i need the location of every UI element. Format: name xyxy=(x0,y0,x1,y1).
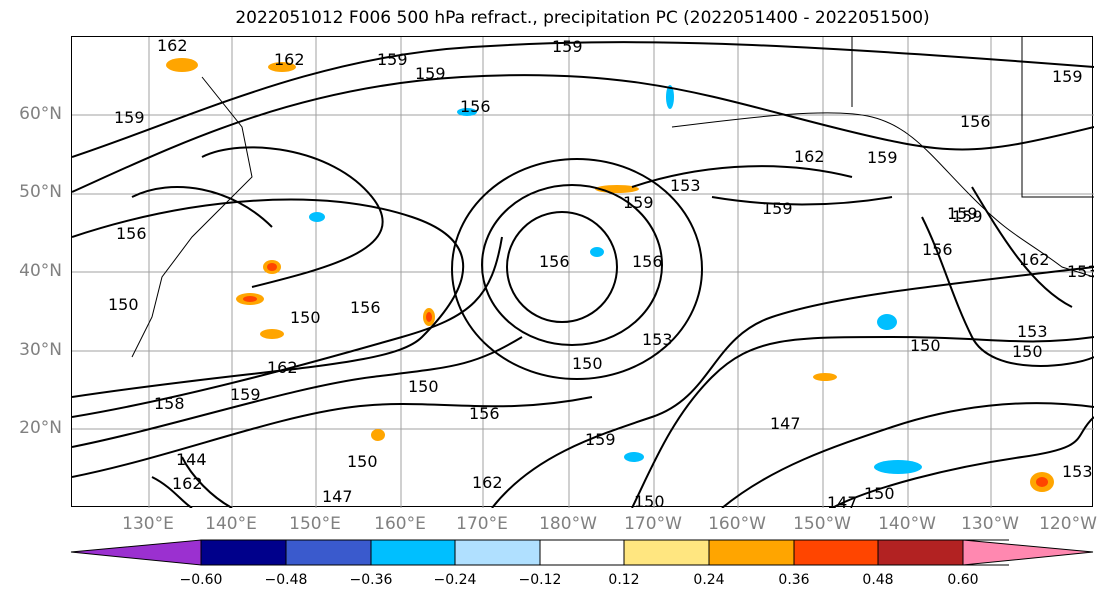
contour-label: 150 xyxy=(290,308,321,327)
coastlines xyxy=(131,37,1095,358)
contour-label: 159 xyxy=(623,193,654,212)
colorbar-tick-label: −0.60 xyxy=(179,572,223,588)
colorbar-bin xyxy=(962,539,1094,566)
contour-label: 150 xyxy=(572,354,603,373)
precip-shading xyxy=(166,58,1054,492)
contour-label: 150 xyxy=(910,336,941,355)
lon-label: 170°E xyxy=(456,514,508,534)
lon-label: 140°E xyxy=(205,514,257,534)
lat-label: 20°N xyxy=(19,418,62,438)
lon-label: 150°E xyxy=(289,514,341,534)
contour-label: 159 xyxy=(552,37,583,56)
contour-label: 150 xyxy=(864,484,895,503)
colorbar xyxy=(70,539,1094,566)
contour-label: 159 xyxy=(1052,67,1083,86)
contour-label: 156 xyxy=(350,298,381,317)
contour-label: 156 xyxy=(632,252,663,271)
contour-label: 158 xyxy=(154,394,185,413)
lon-label: 140°W xyxy=(878,514,936,534)
lon-label: 180°W xyxy=(539,514,597,534)
contour-label: 150 xyxy=(1012,342,1043,361)
contour-label: 147 xyxy=(827,493,858,508)
lon-label: 170°W xyxy=(624,514,682,534)
graticule xyxy=(72,37,1094,508)
colorbar-bin xyxy=(623,539,710,566)
contour-label: 156 xyxy=(960,112,991,131)
colorbar-tick-label: 0.48 xyxy=(862,572,894,588)
lon-label: 150°W xyxy=(793,514,851,534)
lon-label: 160°E xyxy=(374,514,426,534)
chart-title: 2022051012 F006 500 hPa refract., precip… xyxy=(235,8,930,28)
contour-label: 159 xyxy=(947,204,978,223)
contour-label: 156 xyxy=(116,224,147,243)
contour-label: 162 xyxy=(172,474,203,493)
contour-label: 156 xyxy=(469,404,500,423)
lat-label: 30°N xyxy=(19,340,62,360)
contour-label: 147 xyxy=(770,414,801,433)
contour-label: 153 xyxy=(1067,262,1094,281)
contour-label: 162 xyxy=(1019,250,1050,269)
colorbar-tick-label: 0.24 xyxy=(693,572,725,588)
colorbar-tick-label: 0.60 xyxy=(947,572,979,588)
contour-label: 150 xyxy=(408,377,439,396)
colorbar-bin xyxy=(370,539,456,566)
contour-label: 150 xyxy=(347,452,378,471)
contour-lines xyxy=(71,41,1095,509)
contour-label: 159 xyxy=(377,50,408,69)
contour-label: 159 xyxy=(415,64,446,83)
map-canvas: 162 162 159 159 156 159 159 162 159 153 … xyxy=(71,36,1098,512)
colorbar-tick-label: −0.48 xyxy=(264,572,308,588)
colorbar-bin xyxy=(200,539,287,566)
lon-label: 130°W xyxy=(961,514,1019,534)
lon-label: 160°W xyxy=(708,514,766,534)
colorbar-bin xyxy=(454,539,541,566)
contour-label: 159 xyxy=(585,430,616,449)
contour-label: 150 xyxy=(108,295,139,314)
colorbar-bin xyxy=(793,539,879,566)
contour-label: 159 xyxy=(952,207,983,226)
lat-label: 40°N xyxy=(19,261,62,281)
lat-label: 50°N xyxy=(19,182,62,202)
colorbar-tick-label: 0.36 xyxy=(778,572,810,588)
lon-label: 120°W xyxy=(1039,514,1097,534)
colorbar-bin xyxy=(70,539,202,566)
colorbar-bin xyxy=(285,539,372,566)
contour-label: 156 xyxy=(922,240,953,259)
contour-label: 153 xyxy=(1062,462,1093,481)
contour-label: 159 xyxy=(230,385,261,404)
colorbar-tick-label: −0.12 xyxy=(518,572,562,588)
colorbar-bin xyxy=(539,539,625,566)
lon-label: 130°E xyxy=(122,514,174,534)
map-panel: 162 162 159 159 156 159 159 162 159 153 … xyxy=(71,36,1098,512)
contour-label-group: 162 162 159 159 156 159 159 162 159 153 … xyxy=(108,36,1098,512)
contour-label: 162 xyxy=(794,147,825,166)
contour-label: 159 xyxy=(867,148,898,167)
contour-label: 162 xyxy=(472,473,503,492)
contour-label: 162 xyxy=(267,358,298,377)
colorbar-tick-label: 0.12 xyxy=(608,572,640,588)
contour-label: 153 xyxy=(642,330,673,349)
colorbar-tick-label: −0.24 xyxy=(433,572,477,588)
contour-label: 162 xyxy=(274,50,305,69)
contour-label: 153 xyxy=(1017,322,1048,341)
contour-label: 159 xyxy=(114,108,145,127)
contour-label: 147 xyxy=(322,487,353,506)
contour-label: 144 xyxy=(176,450,207,469)
lat-label: 60°N xyxy=(19,104,62,124)
colorbar-segments xyxy=(70,539,1094,566)
contour-label: 156 xyxy=(539,252,570,271)
contour-label: 159 xyxy=(762,199,793,218)
contour-label: 150 xyxy=(634,492,665,508)
colorbar-bin xyxy=(708,539,795,566)
contour-label: 156 xyxy=(460,97,491,116)
colorbar-bin xyxy=(877,539,964,566)
colorbar-tick-label: −0.36 xyxy=(349,572,393,588)
contour-label: 153 xyxy=(670,176,701,195)
contour-label: 162 xyxy=(157,37,188,55)
